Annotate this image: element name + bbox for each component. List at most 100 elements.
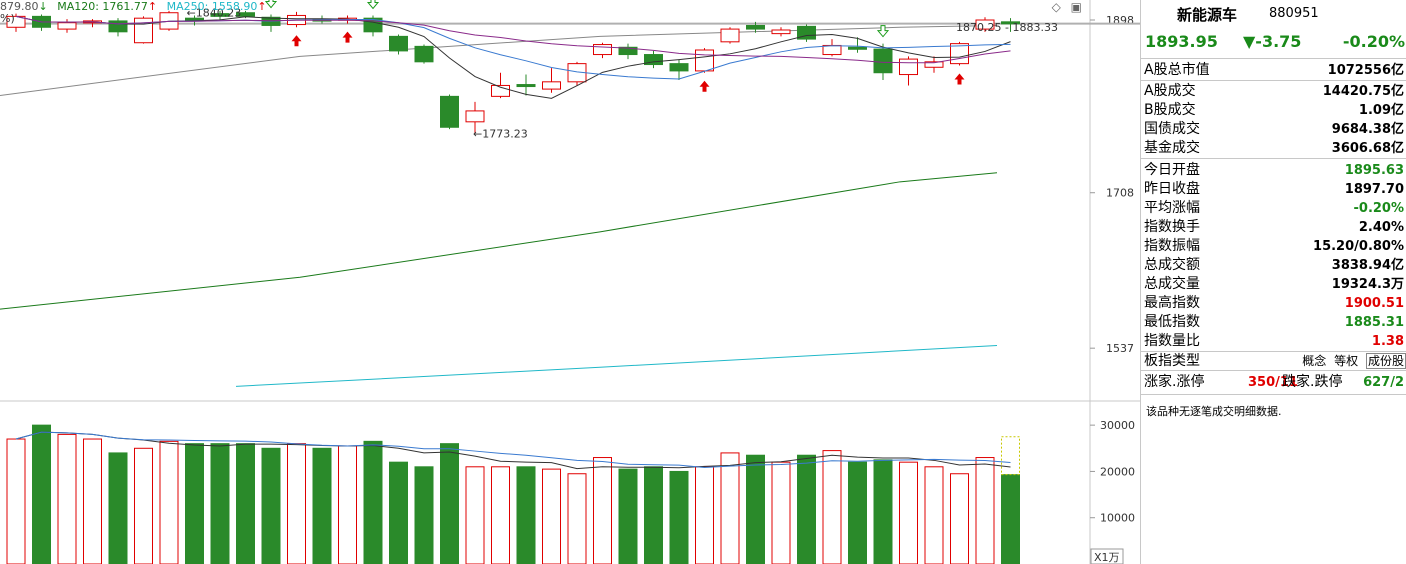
quote-row-value: 3838.94亿 xyxy=(1331,258,1404,273)
quote-row-value: 1885.31 xyxy=(1344,315,1404,330)
quote-row-value: 9684.38亿 xyxy=(1331,122,1404,137)
quote-row-value: 2.40% xyxy=(1358,220,1404,235)
candle-body xyxy=(1001,21,1020,25)
quote-row-label: A股成交 xyxy=(1144,83,1196,99)
volume-tick-label: 30000 xyxy=(1100,419,1135,432)
candle-body xyxy=(848,46,867,50)
volume-bar xyxy=(6,438,26,564)
candle-body xyxy=(669,63,689,72)
volume-bar xyxy=(261,447,281,564)
volume-bar xyxy=(363,440,383,564)
divider xyxy=(1141,80,1406,81)
breadth-up-label: 涨家.涨停 xyxy=(1144,374,1205,390)
index-type-buttons: 概念 等权 成份股 xyxy=(1298,352,1406,371)
quote-row: 昨日收盘 1897.70 xyxy=(1144,180,1406,199)
kline-chart-area[interactable]: 1898 1708 1537 30000 20000 10000 X1万 ←1840.23 ←1… xyxy=(0,0,1140,564)
quote-row-value: 1.38 xyxy=(1371,334,1404,349)
equal-weight-button[interactable]: 等权 xyxy=(1334,354,1359,368)
quote-row-value: 1.09亿 xyxy=(1358,103,1404,118)
ma250-label: MA250: 1558.90 xyxy=(166,0,258,13)
volume-bar xyxy=(414,466,434,564)
volume-bar xyxy=(720,452,740,564)
breadth-up-value: 350/11 xyxy=(1248,375,1298,390)
quote-row-label: 指数振幅 xyxy=(1144,238,1200,254)
breadth-down-label: 跌家.跌停 xyxy=(1282,374,1343,390)
candle-body xyxy=(618,46,638,56)
ma-prefix: 879.80 xyxy=(0,0,39,13)
volume-bar xyxy=(491,466,510,564)
volume-bar xyxy=(644,466,663,564)
quote-panel: 新能源车 880951 1893.95 ▼-3.75 -0.20% A股总市值 1… xyxy=(1140,0,1406,564)
quote-row-value: 14420.75亿 xyxy=(1322,84,1404,99)
quote-row: A股成交 14420.75亿 xyxy=(1144,82,1406,101)
kline-chart[interactable]: 1898 1708 1537 30000 20000 10000 X1万 ←1840.23 ←1… xyxy=(0,0,1140,564)
quote-row: A股总市值 1072556亿 xyxy=(1144,61,1406,80)
quote-row: 最低指数 1885.31 xyxy=(1144,313,1406,332)
quote-row-value: 1900.51 xyxy=(1344,296,1404,311)
diamond-icon[interactable]: ◇ xyxy=(1051,0,1061,14)
quote-row-label: 基金成交 xyxy=(1144,140,1200,156)
high-marker-label: ←1840.23 xyxy=(187,7,242,20)
tick-data-note: 该品种无逐笔成交明细数据. xyxy=(1146,405,1282,418)
volume-bar xyxy=(440,443,459,564)
quote-row: 基金成交 3606.68亿 xyxy=(1144,139,1406,158)
volume-bar xyxy=(771,461,791,564)
quote-row-label: 指数量比 xyxy=(1144,333,1200,349)
volume-bar xyxy=(746,454,765,564)
sell-arrow-icon xyxy=(876,25,890,38)
quote-row: B股成交 1.09亿 xyxy=(1144,101,1406,120)
candle-body xyxy=(695,49,714,72)
volume-bar xyxy=(516,466,536,564)
ma60-line xyxy=(0,24,998,96)
volume-unit-label: X1万 xyxy=(1094,551,1120,564)
volume-bar xyxy=(873,459,893,564)
volume-bar xyxy=(57,433,77,564)
volume-bar xyxy=(567,473,587,564)
volume-bar xyxy=(1001,474,1020,564)
volume-bar xyxy=(465,466,485,564)
volume-bar xyxy=(848,461,867,564)
quote-row-label: 总成交额 xyxy=(1144,257,1200,273)
volume-bar xyxy=(695,466,714,564)
volume-bar xyxy=(32,424,51,564)
volume-unit-box xyxy=(1090,548,1124,564)
volume-bar xyxy=(593,457,612,564)
volume-ma10-line xyxy=(15,431,1011,468)
quote-row: 指数换手 2.40% xyxy=(1144,218,1406,237)
volume-tick-label: 10000 xyxy=(1100,512,1135,525)
volume-bar xyxy=(797,454,816,564)
divider xyxy=(1141,370,1406,371)
concept-button[interactable]: 概念 xyxy=(1302,354,1327,368)
candle-body xyxy=(950,43,969,65)
window-icon[interactable]: ▣ xyxy=(1070,0,1082,14)
quote-row-label: 指数换手 xyxy=(1144,219,1200,235)
volume-bar xyxy=(389,461,408,564)
quote-row-label: 国债成交 xyxy=(1144,121,1200,137)
volume-bar xyxy=(899,461,918,564)
quote-row-value: 3606.68亿 xyxy=(1331,141,1404,156)
candle-body xyxy=(108,20,128,33)
ma20-line xyxy=(15,15,1011,64)
candle-body xyxy=(899,58,918,76)
candle-body xyxy=(57,22,77,30)
quote-row: 平均涨幅 -0.20% xyxy=(1144,199,1406,218)
volume-bar xyxy=(669,470,689,564)
quote-row-value: 1897.70 xyxy=(1344,182,1404,197)
candle-body xyxy=(822,44,842,56)
quote-row-value: 15.20/0.80% xyxy=(1313,239,1404,254)
candle-body xyxy=(389,35,408,52)
candle-body xyxy=(975,19,995,30)
chart-corner-icons: ◇ ▣ xyxy=(1046,0,1082,14)
candle-body xyxy=(924,61,944,68)
quote-row-label: 今日开盘 xyxy=(1144,162,1200,178)
candle-body xyxy=(771,29,791,35)
index-type-row: 板指类型 概念 等权 成份股 xyxy=(1144,352,1406,371)
quote-row: 总成交额 3838.94亿 xyxy=(1144,256,1406,275)
quote-row-label: A股总市值 xyxy=(1144,62,1210,78)
constituents-button[interactable]: 成份股 xyxy=(1365,353,1406,369)
candle-body xyxy=(516,84,536,88)
volume-bar xyxy=(924,466,944,564)
ma120-line xyxy=(0,172,998,310)
quote-row: 国债成交 9684.38亿 xyxy=(1144,120,1406,139)
last-price: 1893.95 xyxy=(1145,32,1218,51)
